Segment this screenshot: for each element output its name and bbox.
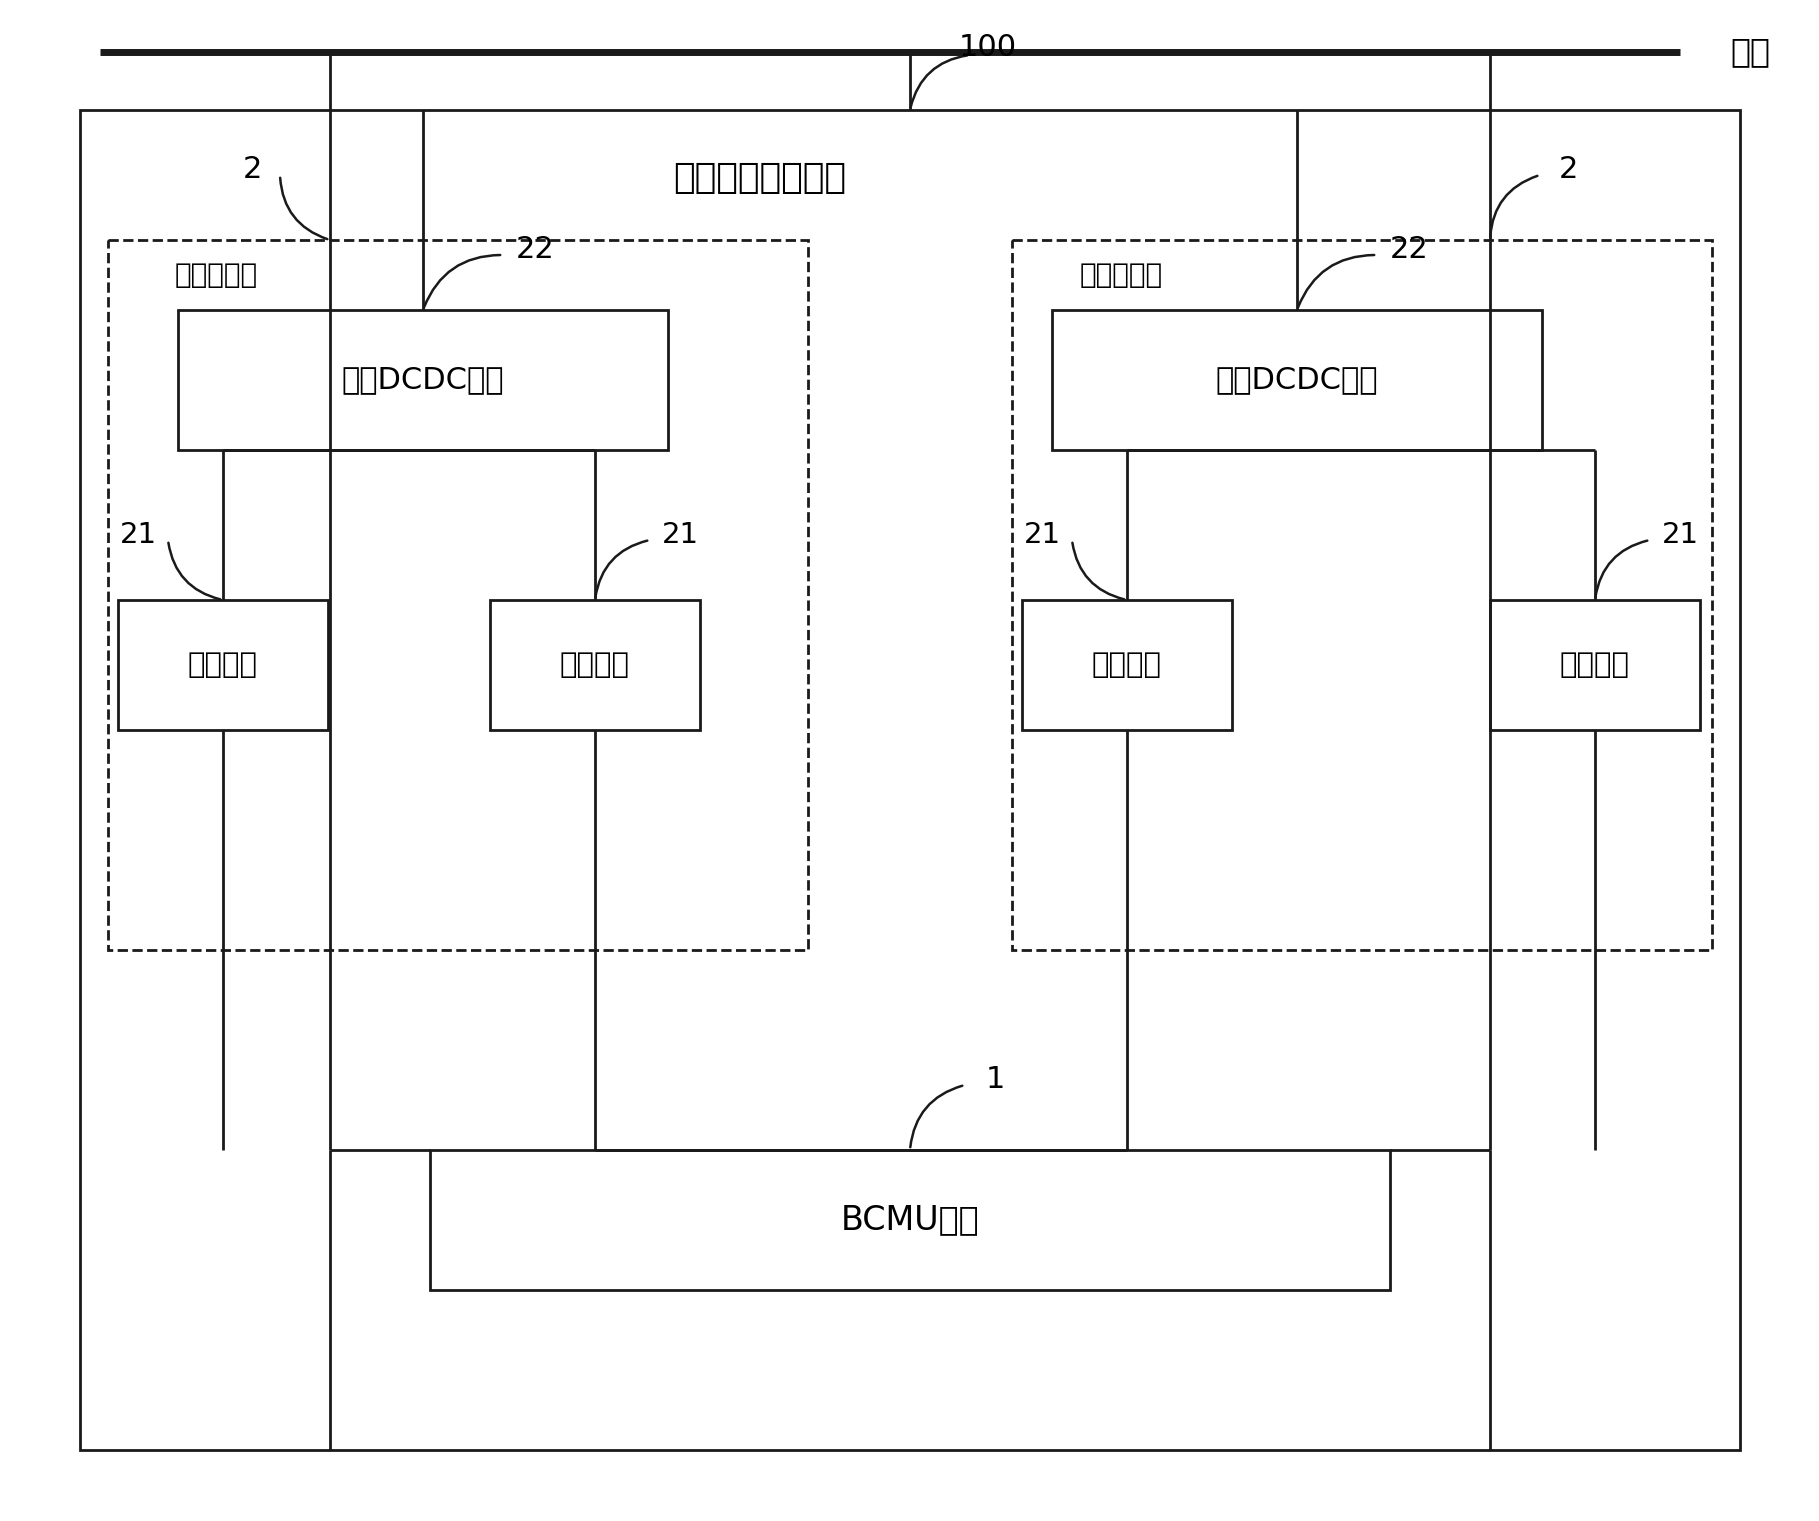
- Text: 双向DCDC模块: 双向DCDC模块: [1215, 365, 1379, 394]
- Bar: [178, 310, 668, 450]
- Text: 电池模块: 电池模块: [1561, 651, 1630, 678]
- Bar: [1490, 599, 1701, 730]
- Bar: [1051, 310, 1543, 450]
- Bar: [489, 599, 700, 730]
- Text: 21: 21: [1661, 522, 1699, 549]
- Text: 电池模块: 电池模块: [1091, 651, 1162, 678]
- Text: 电池模块: 电池模块: [560, 651, 629, 678]
- Bar: [1011, 240, 1712, 951]
- Text: 22: 22: [1390, 236, 1428, 265]
- Text: 2: 2: [1559, 155, 1577, 184]
- Text: BCMU部件: BCMU部件: [840, 1203, 979, 1237]
- Text: 100: 100: [959, 32, 1017, 61]
- Bar: [1022, 599, 1231, 730]
- Text: 双向DCDC模块: 双向DCDC模块: [342, 365, 504, 394]
- Text: 电源工作组: 电源工作组: [175, 262, 258, 289]
- Text: 21: 21: [662, 522, 698, 549]
- Text: 智能电池管理系统: 智能电池管理系统: [673, 161, 846, 195]
- Text: 21: 21: [120, 522, 156, 549]
- Text: 1: 1: [986, 1066, 1004, 1095]
- Text: 21: 21: [1024, 522, 1060, 549]
- Bar: [429, 1150, 1390, 1290]
- Bar: [118, 599, 327, 730]
- Text: 2: 2: [242, 155, 262, 184]
- Text: 母排: 母排: [1730, 35, 1770, 68]
- Text: 电池模块: 电池模块: [187, 651, 258, 678]
- Text: 电源工作组: 电源工作组: [1080, 262, 1162, 289]
- Bar: [80, 110, 1741, 1450]
- Bar: [107, 240, 808, 951]
- Text: 22: 22: [515, 236, 555, 265]
